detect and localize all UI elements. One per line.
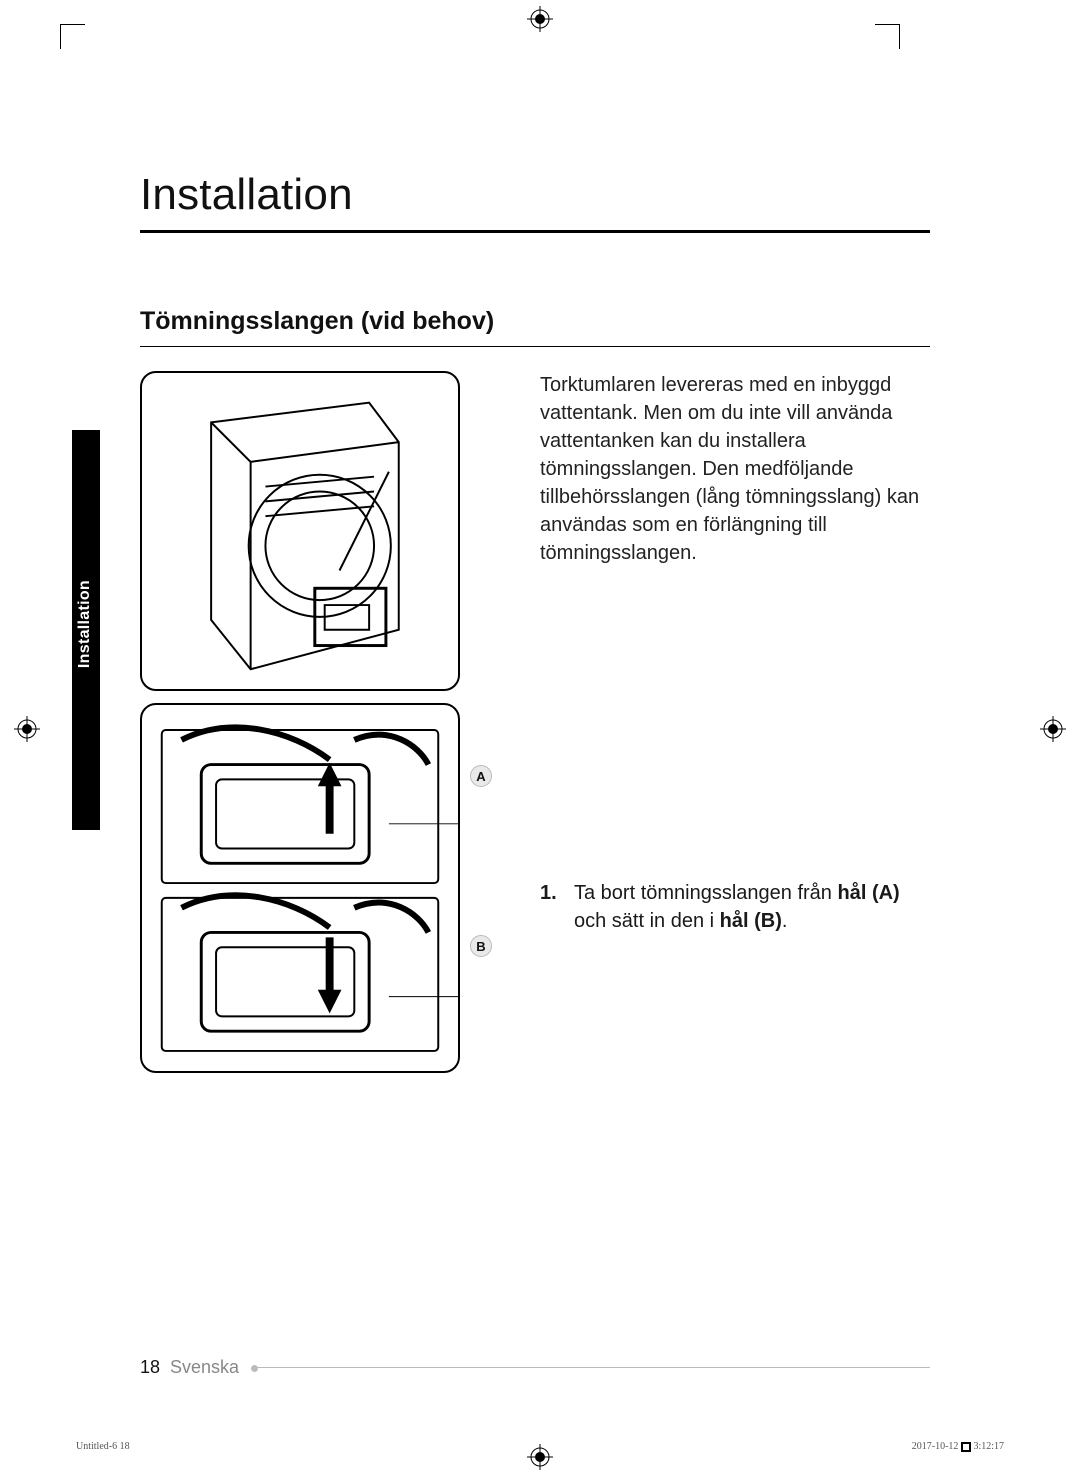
side-tab-label: Installation <box>76 580 94 668</box>
step-text-part: . <box>782 910 788 932</box>
step-bold-a: hål (A) <box>838 882 900 904</box>
figure-dryer-back <box>140 371 460 691</box>
content-area: Installation Tömningsslangen (vid behov) <box>140 170 930 1073</box>
dryer-back-illustration-icon <box>142 373 458 689</box>
registration-mark-icon <box>1040 716 1066 742</box>
page-title: Installation <box>140 170 930 220</box>
print-meta-right: 2017-10-12 3:12:17 <box>912 1441 1004 1452</box>
callout-b: B <box>470 935 492 957</box>
crop-mark <box>60 24 61 49</box>
two-column-layout: Torktumlaren levereras med en inbyggd va… <box>140 371 930 1073</box>
step-text: Ta bort tömningsslangen från hål (A) och… <box>574 879 930 935</box>
section-title: Tömningsslangen (vid behov) <box>140 307 930 336</box>
callout-a: A <box>470 765 492 787</box>
print-meta-time: 3:12:17 <box>973 1441 1004 1452</box>
step-bold-b: hål (B) <box>720 910 782 932</box>
heading-rule <box>140 230 930 233</box>
intro-paragraph: Torktumlaren levereras med en inbyggd va… <box>540 371 930 567</box>
step-1: 1. Ta bort tömningsslangen från hål (A) … <box>540 879 930 935</box>
print-meta-icon <box>961 1442 971 1452</box>
drain-holes-illustration-icon <box>142 705 458 1071</box>
registration-mark-icon <box>527 1444 553 1470</box>
step-text-part: och sätt in den i <box>574 910 720 932</box>
page-footer: 18 Svenska <box>140 1357 930 1378</box>
print-meta-left: Untitled-6 18 <box>76 1441 130 1452</box>
side-tab: Installation <box>72 430 100 830</box>
figure-column <box>140 371 500 1073</box>
page: Installation Installation Tömningsslange… <box>0 0 1080 1476</box>
page-number: 18 <box>140 1357 160 1378</box>
page-language: Svenska <box>170 1357 239 1378</box>
step-number: 1. <box>540 879 562 935</box>
figure-drain-holes <box>140 703 460 1073</box>
section-rule <box>140 346 930 347</box>
text-column: Torktumlaren levereras med en inbyggd va… <box>540 371 930 1073</box>
registration-mark-icon <box>14 716 40 742</box>
crop-mark <box>60 24 85 25</box>
registration-mark-icon <box>527 6 553 32</box>
crop-mark <box>875 24 900 25</box>
step-text-part: Ta bort tömningsslangen från <box>574 882 838 904</box>
footer-dot-icon <box>251 1365 258 1372</box>
crop-mark <box>899 24 900 49</box>
print-meta-date: 2017-10-12 <box>912 1441 961 1452</box>
footer-rule <box>255 1367 930 1368</box>
